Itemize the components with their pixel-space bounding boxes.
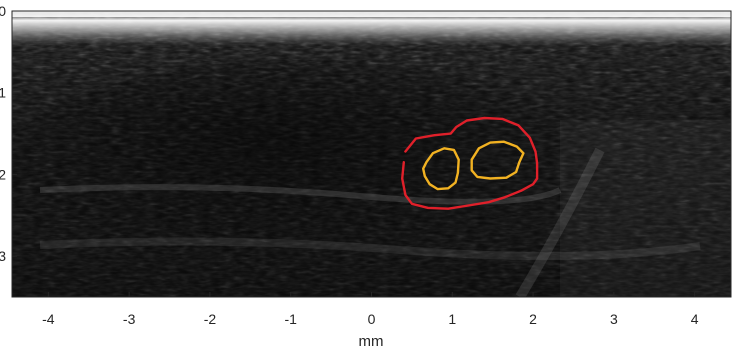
- x-tick-label: -4: [42, 311, 55, 327]
- x-tick-label: 4: [691, 311, 699, 327]
- ultrasound-image: [12, 11, 731, 297]
- x-tick-label: 3: [610, 311, 618, 327]
- x-axis-label: mm: [359, 333, 384, 350]
- x-tick-label: 1: [448, 311, 456, 327]
- segmentation-contours: [401, 116, 539, 210]
- y-tick-label: 2: [0, 166, 6, 182]
- y-axis: 0 1 2 3: [0, 3, 17, 264]
- y-tick-label: 0: [0, 3, 6, 19]
- y-tick-label: 3: [0, 248, 6, 264]
- x-tick-label: -1: [284, 311, 297, 327]
- x-tick-label: -3: [123, 311, 136, 327]
- outer-contour-red: [401, 116, 539, 210]
- y-tick-label: 1: [0, 85, 6, 101]
- x-axis: -4 -3 -2 -1 0 1 2 3 4: [42, 292, 699, 327]
- inner-contour-yellow-1: [422, 147, 460, 191]
- x-tick-label: 2: [529, 311, 537, 327]
- x-tick-label: 0: [368, 311, 376, 327]
- inner-contour-yellow-2: [470, 140, 525, 180]
- x-tick-label: -2: [204, 311, 217, 327]
